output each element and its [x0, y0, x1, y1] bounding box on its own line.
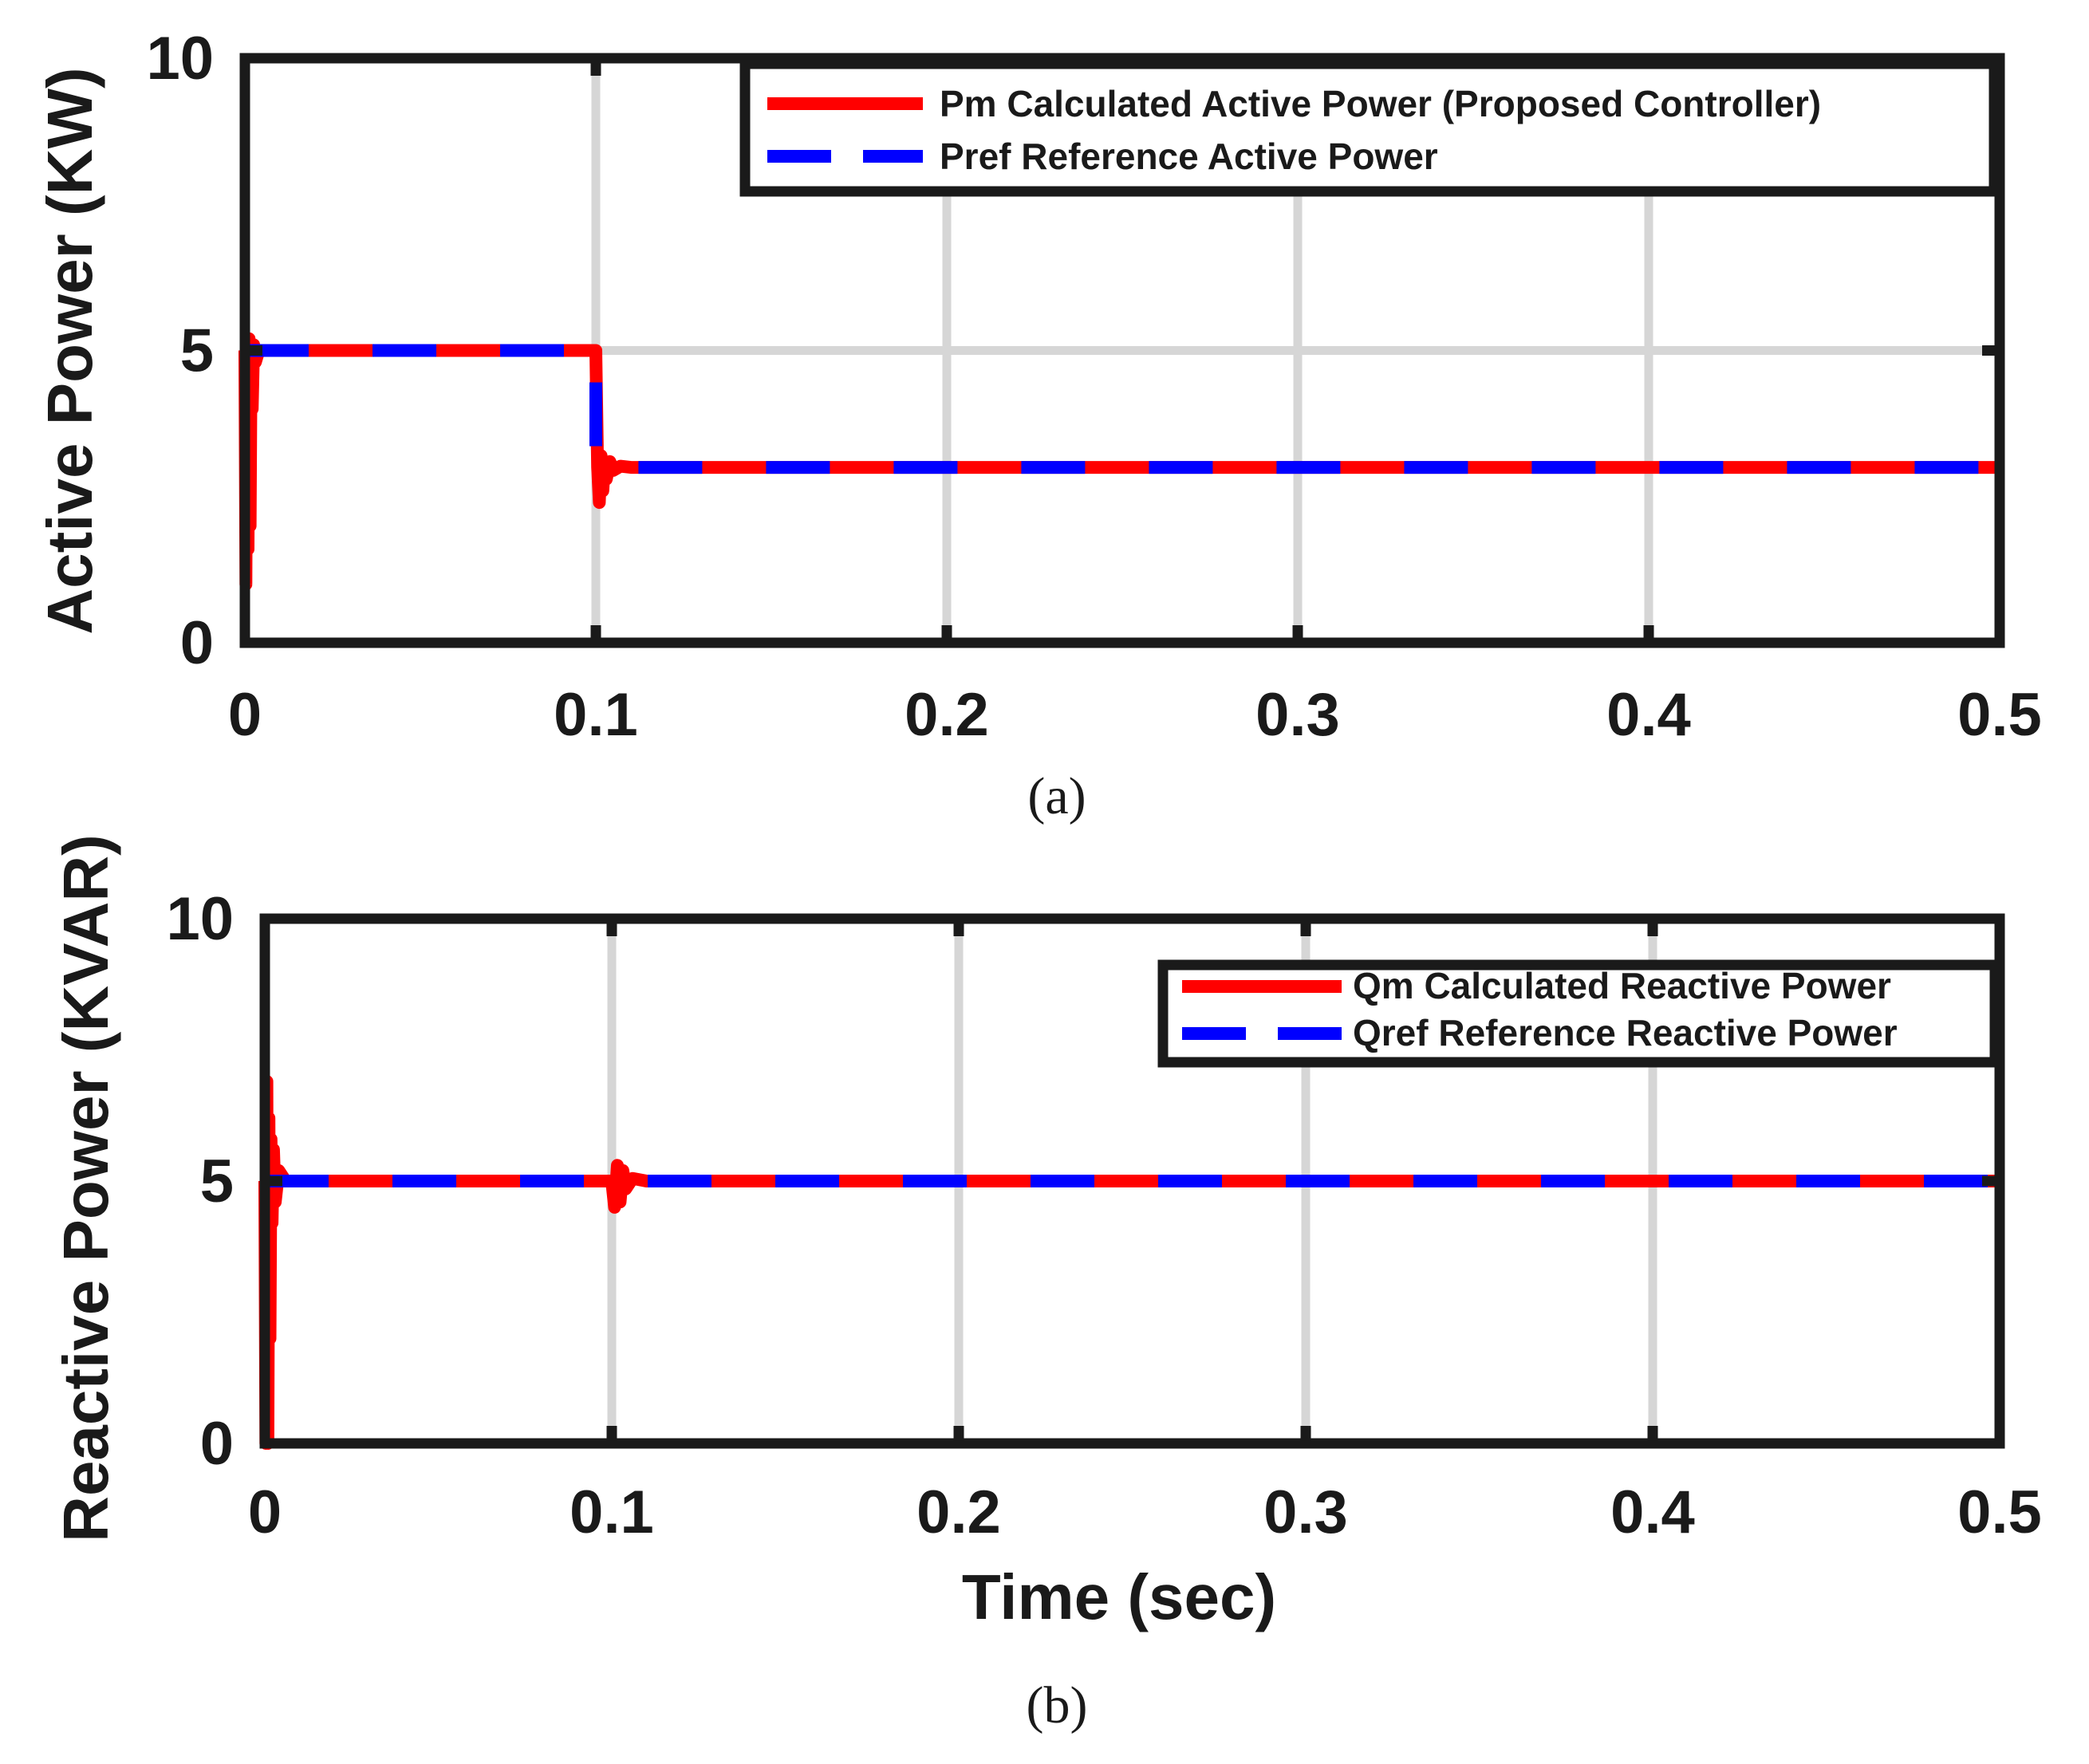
ytick-label-b-1: 5 [200, 1148, 234, 1215]
legend-box-a [739, 58, 2000, 197]
legend-label-pref: Pref Reference Active Power [940, 136, 1438, 177]
xlabel-b: Time (sec) [962, 1561, 1276, 1632]
xtick-label-a-1: 0.1 [554, 681, 638, 749]
xtick-label-a-2: 0.2 [905, 681, 989, 749]
panel-b: 0 0.1 0.2 0.3 0.4 0.5 0 5 10 Reactive Power (KVA… [50, 834, 2042, 1734]
xtick-label-b-1: 0.1 [570, 1479, 654, 1546]
xtick-label-b-5: 0.5 [1957, 1479, 2042, 1546]
series-line-a-reference [245, 344, 2000, 474]
legend-a: Pm Calculated Active Power (Proposed Con… [739, 58, 2000, 197]
legend-label-qm: Qm Calculated Reactive Power [1353, 965, 1891, 1006]
legend-label-pm: Pm Calculated Active Power (Proposed Con… [940, 83, 1821, 124]
panel-a: 0 0.1 0.2 0.3 0.4 0.5 0 5 10 Active Power (KW) P… [34, 25, 2042, 825]
xtick-label-b-0: 0 [248, 1479, 282, 1546]
xtick-label-a-0: 0 [228, 681, 262, 749]
xtick-label-a-4: 0.4 [1606, 681, 1691, 749]
legend-label-qref: Qref Reference Reactive Power [1353, 1012, 1898, 1053]
ylabel-a: Active Power (KW) [34, 67, 105, 634]
caption-b: (b) [1027, 1676, 1088, 1734]
xtick-label-b-4: 0.4 [1610, 1479, 1695, 1546]
xtick-label-a-5: 0.5 [1957, 681, 2042, 749]
ytick-label-b-0: 0 [200, 1410, 234, 1478]
ytick-label-a-2: 10 [146, 25, 214, 93]
ytick-label-b-2: 10 [166, 885, 234, 953]
ticks-b: 0 0.1 0.2 0.3 0.4 0.5 0 5 10 [166, 885, 2041, 1546]
ylabel-b: Reactive Power (KVAR) [50, 834, 121, 1542]
legend-b: Qm Calculated Reactive Power Qref Refere… [1157, 959, 2000, 1068]
caption-a: (a) [1027, 767, 1086, 825]
ytick-label-a-1: 5 [180, 317, 214, 385]
xtick-label-b-3: 0.3 [1263, 1479, 1348, 1546]
xtick-label-a-3: 0.3 [1255, 681, 1340, 749]
xtick-label-b-2: 0.2 [916, 1479, 1001, 1546]
ytick-label-a-0: 0 [180, 609, 214, 677]
